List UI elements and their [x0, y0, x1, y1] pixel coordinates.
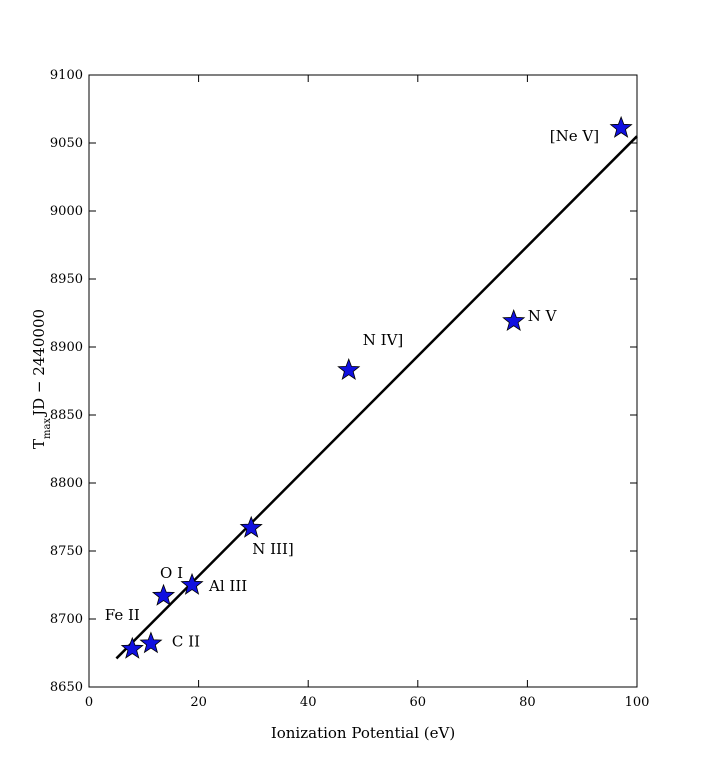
- data-point-star: [502, 309, 526, 331]
- y-axis-label-main: T: [30, 439, 48, 449]
- plot-area: 0 20 40 60 80 100 8650 8700 8750 8800 8850 8900 8950…: [50, 68, 650, 710]
- y-tick-label: 8650: [50, 680, 83, 695]
- data-point-star: [120, 636, 144, 659]
- plot-frame: [88, 74, 638, 688]
- y-tick-label: 8950: [50, 272, 83, 287]
- x-tick-label: 100: [625, 695, 650, 710]
- fit-line: [115, 135, 638, 660]
- x-tick-label: 60: [410, 695, 427, 710]
- data-point-label: N III]: [252, 540, 294, 558]
- data-point-star: [609, 115, 633, 138]
- x-tick-label: 40: [300, 695, 317, 710]
- y-tick-label: 8900: [50, 340, 83, 355]
- data-point-label: C II: [172, 632, 200, 650]
- data-point-star: [180, 572, 204, 595]
- y-tick-label: 9050: [50, 136, 83, 151]
- data-point-label: O I: [160, 564, 183, 582]
- data-point-label: Fe II: [105, 606, 140, 624]
- y-axis-label: TmaxJD − 2440000: [30, 309, 53, 449]
- x-tick-label: 20: [190, 695, 207, 710]
- y-axis-label-rest: JD − 2440000: [30, 309, 48, 418]
- y-axis-label-subscript: max: [42, 418, 53, 439]
- data-point-star: [239, 515, 263, 538]
- x-tick-label: 80: [519, 695, 536, 710]
- data-point-star: [151, 583, 176, 606]
- data-point-label: N V: [528, 307, 558, 325]
- data-point-label: [Ne V]: [550, 127, 599, 145]
- data-point-star: [139, 631, 163, 654]
- y-tick-label: 9000: [50, 204, 83, 219]
- x-axis-label: Ionization Potential (eV): [271, 724, 455, 742]
- y-tick-label: 8750: [50, 544, 83, 559]
- data-point-label: Al III: [208, 577, 247, 595]
- x-tick-label: 0: [85, 695, 93, 710]
- data-point-star: [337, 357, 361, 380]
- data-point-label: N IV]: [363, 331, 404, 349]
- y-tick-label: 8850: [50, 408, 83, 423]
- y-tick-label: 8700: [50, 612, 83, 627]
- y-tick-label: 9100: [50, 68, 83, 83]
- y-tick-label: 8800: [50, 476, 83, 491]
